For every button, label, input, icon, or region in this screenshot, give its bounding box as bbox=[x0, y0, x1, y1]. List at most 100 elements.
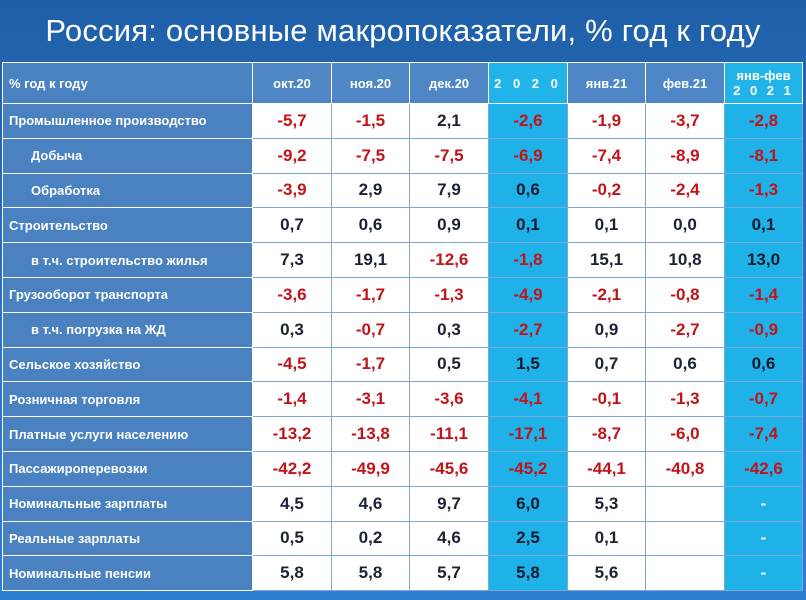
table-row: Платные услуги населению -13,2 -13,8 -11,1-… bbox=[2, 416, 803, 452]
value-cell: 0,5 bbox=[252, 520, 332, 557]
table-row: Грузооборот транспорта -3,6 -1,7 -1,3 -4,9 -2… bbox=[2, 276, 803, 313]
column-header: 2 0 2 0 bbox=[488, 62, 568, 104]
value-cell: -7,5 bbox=[409, 137, 489, 174]
value-cell: -11,1 bbox=[409, 416, 489, 452]
no-data-dash: - bbox=[682, 528, 688, 548]
value-cell: 0,3 bbox=[252, 311, 332, 348]
value-cell: 5,8 bbox=[331, 555, 410, 592]
value-cell: 0,7 bbox=[252, 207, 332, 244]
table-row: Сельское хозяйство -4,5 -1,7 0,5 1,5 0,7 0,6 0,… bbox=[2, 346, 803, 383]
value-cell: -2,4 bbox=[645, 172, 725, 209]
value-cell: -1,4 bbox=[252, 381, 332, 418]
value-cell: -0,7 bbox=[724, 381, 803, 418]
value-cell: -0,2 bbox=[567, 172, 646, 209]
value-cell: -1,7 bbox=[331, 346, 410, 383]
value-cell: 0,6 bbox=[331, 207, 410, 244]
value-cell: -7,4 bbox=[724, 416, 803, 452]
table-row: Реальные зарплаты 0,5 0,2 4,6 2,5 0,1 - - bbox=[2, 520, 803, 557]
value-cell: -40,8 bbox=[645, 450, 725, 487]
value-cell: 0,1 bbox=[567, 207, 646, 244]
value-cell: -1,9 bbox=[567, 103, 646, 139]
value-cell: -4,1 bbox=[488, 381, 568, 418]
value-cell: -0,9 bbox=[724, 311, 803, 348]
column-header: фев.21 bbox=[645, 62, 725, 104]
value-cell: 0,3 bbox=[409, 311, 489, 348]
value-cell: -2,8 bbox=[724, 103, 803, 139]
value-cell: - bbox=[724, 520, 803, 557]
value-cell: -6,9 bbox=[488, 137, 568, 174]
value-cell: 6,0 bbox=[488, 485, 568, 522]
row-label: Розничная торговля bbox=[2, 381, 253, 418]
value-cell: -3,1 bbox=[331, 381, 410, 418]
table-row: Пассажироперевозки -42,2 -49,9 -45,6 -45,2 -4… bbox=[2, 450, 803, 487]
value-cell: -17,1 bbox=[488, 416, 568, 452]
header-row: % год к году окт.20 ноя.20 дек.20 2 0 2 0 янв… bbox=[2, 62, 803, 104]
value-cell: -5,7 bbox=[252, 103, 332, 139]
table-row: Промышленное производство -5,7 -1,5 2,1 -2,6… bbox=[2, 103, 803, 139]
no-data-dash: - bbox=[760, 528, 767, 548]
value-cell: -45,2 bbox=[488, 450, 568, 487]
row-label: в т.ч. погрузка на ЖД bbox=[2, 311, 253, 348]
value-cell: -8,1 bbox=[724, 137, 803, 174]
no-data-dash: - bbox=[682, 493, 688, 513]
column-header-line: 2 0 2 1 bbox=[733, 83, 794, 98]
column-header: дек.20 bbox=[409, 62, 489, 104]
value-cell: 0,0 bbox=[645, 207, 725, 244]
value-cell: -3,7 bbox=[645, 103, 725, 139]
value-cell: 0,5 bbox=[409, 346, 489, 383]
value-cell: 0,1 bbox=[724, 207, 803, 244]
value-cell: -1,3 bbox=[409, 276, 489, 313]
value-cell: 4,6 bbox=[331, 485, 410, 522]
value-cell: 5,8 bbox=[488, 555, 568, 592]
value-cell: 0,6 bbox=[724, 346, 803, 383]
row-label: Грузооборот транспорта bbox=[2, 276, 253, 313]
value-cell: -2,7 bbox=[645, 311, 725, 348]
value-cell: -42,6 bbox=[724, 450, 803, 487]
row-label: Платные услуги населению bbox=[2, 416, 253, 452]
value-cell: 15,1 bbox=[567, 242, 646, 278]
value-cell: -0,8 bbox=[645, 276, 725, 313]
macro-indicators-table: % год к году окт.20 ноя.20 дек.20 2 0 2 0 янв… bbox=[2, 62, 803, 592]
row-label: Добыча bbox=[2, 137, 253, 174]
value-cell: 1,5 bbox=[488, 346, 568, 383]
no-data-dash: - bbox=[760, 563, 767, 583]
row-label: Реальные зарплаты bbox=[2, 520, 253, 557]
value-cell: - bbox=[645, 555, 725, 592]
value-cell: -13,2 bbox=[252, 416, 332, 452]
value-cell: -0,7 bbox=[331, 311, 410, 348]
value-cell: -4,5 bbox=[252, 346, 332, 383]
value-cell: 0,6 bbox=[488, 172, 568, 209]
value-cell: 5,8 bbox=[252, 555, 332, 592]
value-cell: -1,5 bbox=[331, 103, 410, 139]
value-cell: 5,7 bbox=[409, 555, 489, 592]
value-cell: -13,8 bbox=[331, 416, 410, 452]
value-cell: 5,6 bbox=[567, 555, 646, 592]
table-row: в т.ч. погрузка на ЖД 0,3 -0,7 0,3 -2,7 0,9 -2… bbox=[2, 311, 803, 348]
row-label: в т.ч. строительство жилья bbox=[2, 242, 253, 278]
row-label: Промышленное производство bbox=[2, 103, 253, 139]
value-cell: -3,6 bbox=[252, 276, 332, 313]
value-cell: 0,1 bbox=[567, 520, 646, 557]
value-cell: -9,2 bbox=[252, 137, 332, 174]
value-cell: -7,4 bbox=[567, 137, 646, 174]
column-header-line: янв-фев bbox=[736, 68, 791, 83]
table-row: Строительство 0,7 0,6 0,9 0,1 0,1 0,0 0,1 bbox=[2, 207, 803, 244]
value-cell: -2,1 bbox=[567, 276, 646, 313]
value-cell: 7,9 bbox=[409, 172, 489, 209]
value-cell: 4,5 bbox=[252, 485, 332, 522]
value-cell: -1,3 bbox=[724, 172, 803, 209]
value-cell: - bbox=[724, 555, 803, 592]
value-cell: 13,0 bbox=[724, 242, 803, 278]
no-data-dash: - bbox=[682, 563, 688, 583]
value-cell: -1,7 bbox=[331, 276, 410, 313]
value-cell: -49,9 bbox=[331, 450, 410, 487]
value-cell: -1,4 bbox=[724, 276, 803, 313]
table-row: Номинальные зарплаты 4,5 4,6 9,7 6,0 5,3 - - bbox=[2, 485, 803, 522]
value-cell: -42,2 bbox=[252, 450, 332, 487]
value-cell: - bbox=[645, 485, 725, 522]
value-cell: - bbox=[724, 485, 803, 522]
column-header: янв.21 bbox=[567, 62, 646, 104]
table-row: Обработка -3,9 2,9 7,9 0,6 -0,2 -2,4 -1,3 bbox=[2, 172, 803, 209]
value-cell: 2,9 bbox=[331, 172, 410, 209]
value-cell: 19,1 bbox=[331, 242, 410, 278]
